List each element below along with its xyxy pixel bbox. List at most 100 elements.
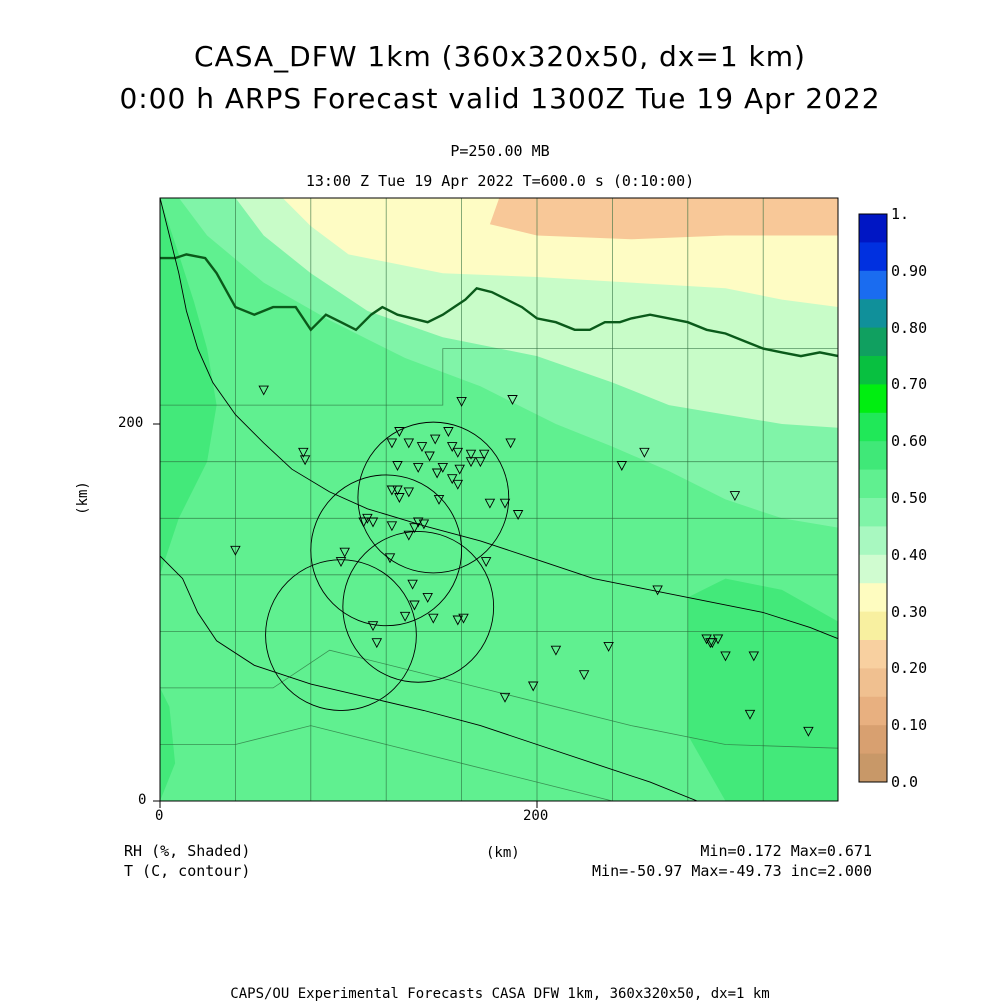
station-marker — [499, 692, 511, 703]
temp-min-max: Min=-50.97 Max=-49.73 inc=2.000 — [592, 862, 872, 880]
station-marker — [298, 447, 309, 458]
station-marker — [418, 519, 430, 530]
range-ring-1 — [310, 474, 463, 627]
station-marker — [386, 521, 398, 532]
state-boundary — [160, 253, 838, 358]
station-marker — [505, 438, 516, 449]
station-marker — [639, 447, 650, 458]
colorbar-label: 0.80 — [891, 318, 928, 337]
station-marker — [475, 457, 486, 468]
station-marker — [422, 592, 433, 603]
station-marker — [412, 462, 424, 473]
range-ring-3 — [342, 530, 495, 683]
county-line-14 — [160, 725, 613, 801]
station-marker — [527, 681, 539, 692]
rh-band-3 — [489, 198, 838, 240]
colorbar-cell-5 — [859, 356, 887, 385]
station-marker — [371, 638, 383, 649]
station-marker — [512, 510, 524, 520]
county-line-0 — [160, 348, 838, 406]
station-marker — [465, 449, 477, 460]
station-marker — [362, 513, 373, 524]
credit-line: CAPS/OU Experimental Forecasts CASA DFW … — [230, 986, 770, 1002]
station-marker — [335, 557, 347, 568]
station-marker — [480, 557, 492, 568]
station-marker — [456, 396, 467, 407]
colorbar-label: 0.10 — [891, 716, 928, 735]
chart-title-line2: 0:00 h ARPS Forecast valid 1300Z Tue 19 … — [119, 82, 881, 115]
colorbar-cell-9 — [859, 469, 887, 499]
colorbar-cell-11 — [859, 526, 887, 556]
station-marker — [437, 462, 449, 473]
colorbar-cell-16 — [859, 668, 887, 698]
station-marker — [403, 487, 415, 498]
colorbar — [858, 213, 888, 783]
station-marker — [403, 438, 415, 449]
colorbar-label: 0.60 — [891, 432, 928, 451]
colorbar-cell-8 — [859, 441, 887, 471]
station-marker — [748, 651, 760, 662]
station-marker — [729, 491, 741, 502]
station-marker — [616, 461, 628, 471]
station-marker — [478, 449, 490, 460]
station-marker — [258, 385, 269, 396]
colorbar-label: 0.20 — [891, 659, 928, 678]
station-marker — [399, 611, 411, 622]
colorbar-cell-0 — [859, 214, 887, 243]
station-marker — [550, 645, 562, 656]
station-marker — [429, 434, 441, 445]
y-axis-unit: (km) — [74, 481, 91, 515]
colorbar-cell-10 — [859, 498, 887, 527]
radar-range-rings — [265, 421, 510, 711]
colorbar-label: 1. — [891, 205, 910, 223]
range-ring-2 — [265, 559, 417, 711]
station-marker — [720, 651, 731, 662]
state-line — [160, 253, 838, 358]
colorbar-label: 0.50 — [891, 489, 928, 507]
colorbar-label: 0.0 — [891, 773, 919, 791]
station-marker — [652, 585, 663, 596]
colorbar-cell-2 — [859, 270, 887, 300]
x-axis-unit: (km) — [486, 845, 520, 861]
y-tick-label-0: 0 — [138, 792, 147, 808]
rh-min-max: Min=0.172 Max=0.671 — [700, 842, 872, 860]
station-marker — [424, 451, 435, 462]
station-marker — [386, 485, 398, 496]
station-marker — [431, 468, 443, 479]
station-marker — [443, 427, 454, 437]
station-marker — [384, 553, 396, 564]
station-marker — [465, 457, 477, 468]
station-markers — [230, 385, 814, 737]
station-marker — [367, 621, 379, 632]
chart-title-line1: CASA_DFW 1km (360x320x50, dx=1 km) — [194, 40, 806, 73]
station-marker — [803, 726, 814, 737]
county-boundaries — [160, 198, 838, 801]
x-tick-label-0: 0 — [155, 808, 164, 824]
temp-contour-1 — [160, 555, 698, 801]
station-marker — [409, 523, 420, 534]
colorbar-cell-3 — [859, 299, 887, 329]
station-marker — [452, 479, 464, 490]
station-marker — [446, 474, 458, 485]
colorbar-label: 0.70 — [891, 375, 928, 394]
colorbar-cell-18 — [859, 725, 887, 755]
station-marker — [452, 447, 464, 458]
rh-patch-0 — [160, 198, 217, 575]
colorbar-cell-4 — [859, 327, 887, 357]
temp-contour-0 — [160, 198, 838, 640]
pressure-level: P=250.00 MB — [450, 142, 550, 160]
plot-frame — [159, 197, 839, 802]
station-marker — [403, 530, 415, 541]
range-ring-0 — [357, 421, 510, 574]
station-marker — [394, 493, 405, 503]
station-marker — [507, 395, 518, 405]
station-marker — [299, 455, 311, 466]
colorbar-label: 0.90 — [891, 261, 928, 280]
station-marker — [394, 427, 405, 437]
station-marker — [428, 613, 439, 624]
colorbar-cell-17 — [859, 696, 887, 726]
station-marker — [392, 485, 403, 496]
station-marker — [416, 442, 428, 453]
station-marker — [358, 517, 369, 528]
colorbar-cell-12 — [859, 554, 887, 584]
